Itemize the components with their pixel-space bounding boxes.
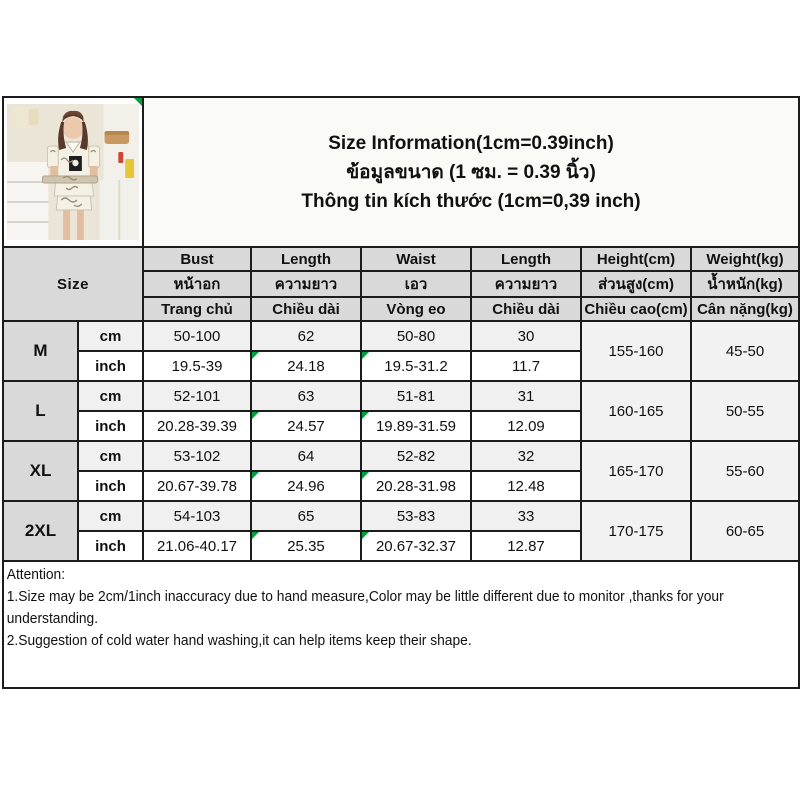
size-label-m: M [2,320,79,382]
title-english: Size Information(1cm=0.39inch) [328,132,614,154]
cell-length-inch: 24.57 [250,410,362,442]
col-header-weight-en: Weight(kg) [690,246,800,272]
col-header-length2-vi: Chiều dài [470,296,582,322]
cell-length2-cm: 30 [470,320,582,352]
cell-waist-inch: 20.28-31.98 [360,470,472,502]
unit-cm: cm [77,440,144,472]
unit-cm: cm [77,500,144,532]
col-header-weight-vi: Cân nặng(kg) [690,296,800,322]
cell-length2-inch: 11.7 [470,350,582,382]
col-header-bust-vi: Trang chủ [142,296,252,322]
col-header-length2-en: Length [470,246,582,272]
size-chart-sheet: Size Information(1cm=0.39inch) ข้อมูลขนา… [2,96,800,689]
cell-height: 170-175 [580,500,692,562]
cell-length-cm: 65 [250,500,362,532]
attention-line-1: 1.Size may be 2cm/1inch inaccuracy due t… [6,588,724,627]
cell-waist-cm: 53-83 [360,500,472,532]
unit-inch: inch [77,410,144,442]
cell-waist-cm: 51-81 [360,380,472,412]
cell-length2-inch: 12.87 [470,530,582,562]
cell-length2-inch: 12.48 [470,470,582,502]
size-label-xl: XL [2,440,79,502]
product-photo [7,104,139,240]
cell-waist-inch: 19.5-31.2 [360,350,472,382]
cell-length-cm: 64 [250,440,362,472]
cell-bust-cm: 52-101 [142,380,252,412]
unit-inch: inch [77,350,144,382]
table-row: L cm 52-101 63 51-81 31 160-165 50-55 [2,380,800,442]
table-row: 2XL cm 54-103 65 53-83 33 170-175 60-65 [2,500,800,562]
cell-bust-cm: 53-102 [142,440,252,472]
col-header-height-vi: Chiều cao(cm) [580,296,692,322]
cell-weight: 50-55 [690,380,800,442]
title-vietnamese: Thông tin kích thước (1cm=0,39 inch) [301,190,641,212]
col-header-bust-en: Bust [142,246,252,272]
cell-length-inch: 24.96 [250,470,362,502]
attention-block: Attention: 1.Size may be 2cm/1inch inacc… [2,560,800,689]
cell-length-inch: 24.18 [250,350,362,382]
cell-waist-cm: 52-82 [360,440,472,472]
table-row: M cm 50-100 62 50-80 30 155-160 45-50 [2,320,800,382]
title-block: Size Information(1cm=0.39inch) ข้อมูลขนา… [142,96,800,248]
size-table: Size Information(1cm=0.39inch) ข้อมูลขนา… [2,96,800,689]
col-header-waist-th: เอว [360,270,472,298]
cell-length2-cm: 33 [470,500,582,532]
cell-waist-inch: 19.89-31.59 [360,410,472,442]
cell-length-cm: 63 [250,380,362,412]
cell-weight: 60-65 [690,500,800,562]
table-row: inch 20.28-39.39 24.57 19.89-31.59 12.09 [3,410,799,442]
cell-bust-inch: 21.06-40.17 [142,530,252,562]
col-header-waist-en: Waist [360,246,472,272]
col-header-height-en: Height(cm) [580,246,692,272]
attention-title: Attention: [6,566,66,583]
cell-length-inch: 25.35 [250,530,362,562]
table-row: XL cm 53-102 64 52-82 32 165-170 55-60 [2,440,800,502]
cell-waist-inch: 20.67-32.37 [360,530,472,562]
cell-bust-inch: 20.28-39.39 [142,410,252,442]
size-label-l: L [2,380,79,442]
col-header-length-vi: Chiều dài [250,296,362,322]
cell-bust-inch: 19.5-39 [142,350,252,382]
cell-height: 155-160 [580,320,692,382]
cell-length-cm: 62 [250,320,362,352]
cell-length2-cm: 32 [470,440,582,472]
col-header-length-en: Length [250,246,362,272]
cell-flag-icon [134,99,141,106]
table-row: inch 21.06-40.17 25.35 20.67-32.37 12.87 [3,530,799,562]
cell-bust-inch: 20.67-39.78 [142,470,252,502]
col-header-length-th: ความยาว [250,270,362,298]
unit-inch: inch [77,530,144,562]
cell-weight: 45-50 [690,320,800,382]
size-label-2xl: 2XL [2,500,79,562]
col-header-length2-th: ความยาว [470,270,582,298]
size-header: Size [2,246,144,322]
cell-bust-cm: 50-100 [142,320,252,352]
col-header-weight-th: น้ำหนัก(kg) [690,270,800,298]
col-header-waist-vi: Vòng eo [360,296,472,322]
table-row: inch 19.5-39 24.18 19.5-31.2 11.7 [3,350,799,382]
cell-length2-cm: 31 [470,380,582,412]
product-photo-cell [2,96,144,248]
cell-bust-cm: 54-103 [142,500,252,532]
unit-cm: cm [77,320,144,352]
attention-line-2: 2.Suggestion of cold water hand washing,… [6,632,472,649]
unit-inch: inch [77,470,144,502]
cell-height: 165-170 [580,440,692,502]
col-header-height-th: ส่วนสูง(cm) [580,270,692,298]
table-row: inch 20.67-39.78 24.96 20.28-31.98 12.48 [3,470,799,502]
col-header-bust-th: หน้าอก [142,270,252,298]
cell-length2-inch: 12.09 [470,410,582,442]
cell-height: 160-165 [580,380,692,442]
title-thai: ข้อมูลขนาด (1 ซม. = 0.39 นิ้ว) [346,161,596,183]
unit-cm: cm [77,380,144,412]
cell-weight: 55-60 [690,440,800,502]
cell-waist-cm: 50-80 [360,320,472,352]
